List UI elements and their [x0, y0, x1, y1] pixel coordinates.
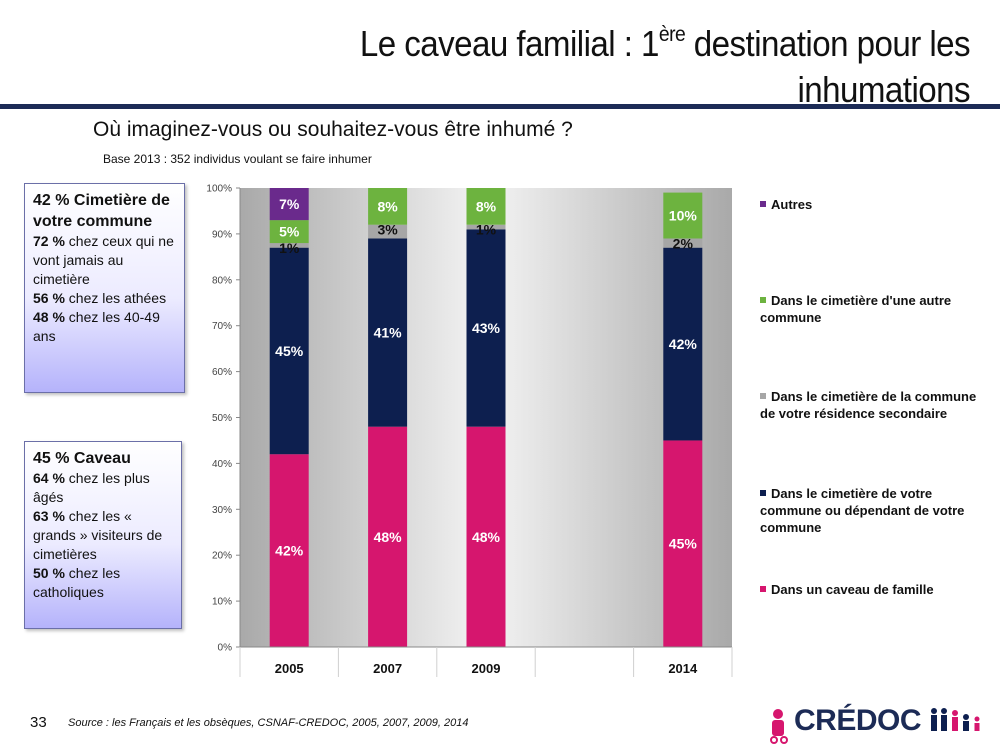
legend-swatch [760, 586, 766, 592]
y-tick-label: 60% [212, 367, 232, 378]
x-tick-label: 2014 [668, 661, 698, 676]
logo-figure-icon [770, 709, 788, 744]
callout-line: 50 % chez les catholiques [33, 565, 121, 600]
y-tick-label: 80% [212, 275, 232, 286]
bar-segment [269, 454, 309, 647]
bar-segment [269, 220, 309, 244]
y-tick-label: 50% [212, 413, 232, 424]
bar-segment [663, 440, 703, 647]
data-label: 48% [472, 529, 501, 545]
y-tick-label: 70% [212, 321, 232, 332]
legend-swatch [760, 490, 766, 496]
bar-segment [466, 188, 506, 225]
y-tick-label: 100% [206, 184, 232, 195]
logo-family-icon [931, 708, 980, 731]
bar-segment [466, 229, 506, 427]
base-note: Base 2013 : 352 individus voulant se fai… [103, 152, 372, 166]
data-label: 10% [669, 208, 698, 224]
data-label: 3% [377, 222, 398, 238]
data-label: 43% [472, 320, 501, 336]
data-label: 5% [279, 224, 300, 240]
title-divider [0, 104, 1000, 109]
bar-segment [269, 247, 309, 455]
slide-title: Le caveau familial : 1ère destination po… [210, 12, 971, 113]
callout-heading: 42 % Cimetière de votre commune [33, 192, 170, 230]
callout-commune: 42 % Cimetière de votre commune 72 % che… [24, 183, 185, 393]
callout-line: 56 % chez les athées [33, 290, 167, 306]
data-label: 2% [673, 235, 694, 251]
callout-line: 48 % chez les 40-49 ans [33, 309, 160, 344]
legend-swatch [760, 201, 766, 207]
callout-line: 72 % chez ceux qui ne vont jamais au cim… [33, 233, 174, 287]
bar-segment [269, 243, 309, 248]
bar-segment [466, 426, 506, 647]
y-tick-label: 30% [212, 505, 232, 516]
credoc-logo: CRÉDOC [766, 702, 988, 744]
title-line-1: Le caveau familial : 1ère destination po… [359, 23, 971, 64]
y-tick-label: 90% [212, 229, 232, 240]
data-label: 48% [374, 529, 403, 545]
x-tick-label: 2009 [472, 661, 501, 676]
bar-segment [663, 192, 703, 239]
x-tick-label: 2005 [275, 661, 304, 676]
data-label: 1% [476, 222, 497, 238]
title-line-2: inhumations [797, 69, 970, 110]
legend-item-autre-commune: Dans le cimetière d'une autre commune [760, 293, 952, 325]
data-label: 8% [377, 198, 398, 214]
y-tick-label: 20% [212, 551, 232, 562]
data-label: 45% [275, 343, 304, 359]
bar-segment [663, 247, 703, 441]
legend-item-caveau: Dans un caveau de famille [760, 581, 985, 598]
data-label: 41% [374, 325, 403, 341]
source-note: Source : les Français et les obsèques, C… [68, 717, 469, 729]
logo-text: CRÉDOC [794, 704, 922, 737]
legend-item-autres: Autres [760, 196, 985, 213]
legend-swatch [760, 297, 766, 303]
bar-segment [269, 188, 309, 221]
bar-segment [368, 224, 408, 239]
survey-question: Où imaginez-vous ou souhaitez-vous être … [93, 118, 573, 141]
callout-heading: 45 % Caveau [33, 450, 131, 467]
y-tick-label: 10% [212, 597, 232, 608]
y-tick-label: 0% [218, 643, 233, 654]
data-label: 42% [669, 336, 698, 352]
bar-segment [368, 188, 408, 225]
page-number: 33 [30, 714, 47, 731]
legend-item-residence-secondaire: Dans le cimetière de la commune de votre… [760, 389, 977, 421]
x-tick-label: 2007 [373, 661, 402, 676]
data-label: 45% [669, 536, 698, 552]
data-label: 1% [279, 240, 300, 256]
callout-line: 63 % chez les « grands » visiteurs de ci… [33, 508, 163, 562]
bar-segment [466, 224, 506, 230]
data-label: 7% [279, 196, 300, 212]
y-tick-label: 40% [212, 459, 232, 470]
callout-line: 64 % chez les plus âgés [33, 470, 150, 505]
legend-item-votre-commune: Dans le cimetière de votre commune ou dé… [760, 486, 965, 535]
legend-swatch [760, 393, 766, 399]
bar-segment [663, 238, 703, 248]
data-label: 42% [275, 543, 304, 559]
callout-caveau: 45 % Caveau 64 % chez les plus âgés 63 %… [24, 441, 182, 629]
data-label: 8% [476, 198, 497, 214]
bar-segment [368, 238, 408, 427]
bar-segment [368, 426, 408, 647]
